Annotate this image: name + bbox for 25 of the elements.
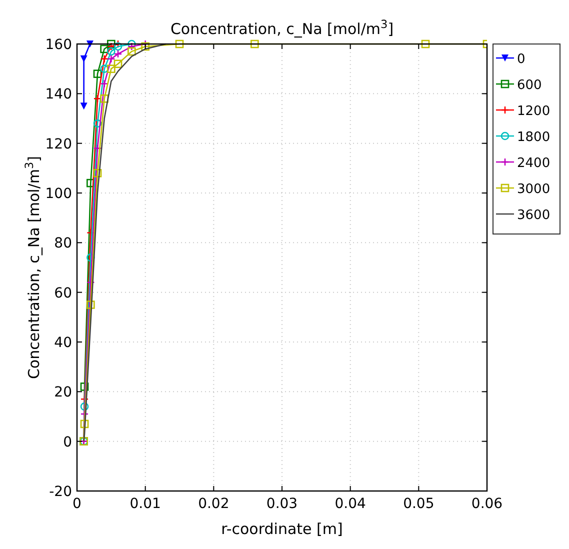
- legend-label: 1200: [517, 104, 550, 119]
- legend-label: 0: [517, 52, 526, 67]
- x-tick-label: 0.02: [198, 496, 230, 512]
- legend-label: 2400: [517, 156, 550, 171]
- legend-label: 3000: [517, 182, 550, 197]
- y-tick-label: 160: [45, 37, 72, 53]
- x-tick-label: 0.06: [471, 496, 503, 512]
- chart-title: Concentration, c_Na [mol/m$^{3}$]: [170, 18, 394, 38]
- y-tick-label: 140: [45, 86, 72, 103]
- y-tick-label: 20: [54, 384, 72, 401]
- legend-label: 600: [517, 78, 542, 93]
- y-tick-label: 40: [54, 335, 72, 351]
- x-tick-label: 0.05: [403, 496, 434, 512]
- y-tick-label: 120: [45, 136, 72, 152]
- x-axis-title: r-coordinate [m]: [221, 520, 343, 538]
- y-tick-label: 100: [45, 186, 72, 202]
- y-tick-label: 0: [63, 434, 72, 450]
- y-tick-label: -20: [49, 484, 72, 500]
- x-tick-label: 0.01: [130, 496, 161, 512]
- y-tick-label: 60: [54, 285, 72, 302]
- y-tick-label: 80: [54, 236, 72, 252]
- x-tick-label: 0.04: [334, 496, 366, 512]
- legend-label: 1800: [517, 130, 550, 145]
- legend-label: 3600: [517, 208, 550, 223]
- x-tick-label: 0.03: [266, 496, 298, 512]
